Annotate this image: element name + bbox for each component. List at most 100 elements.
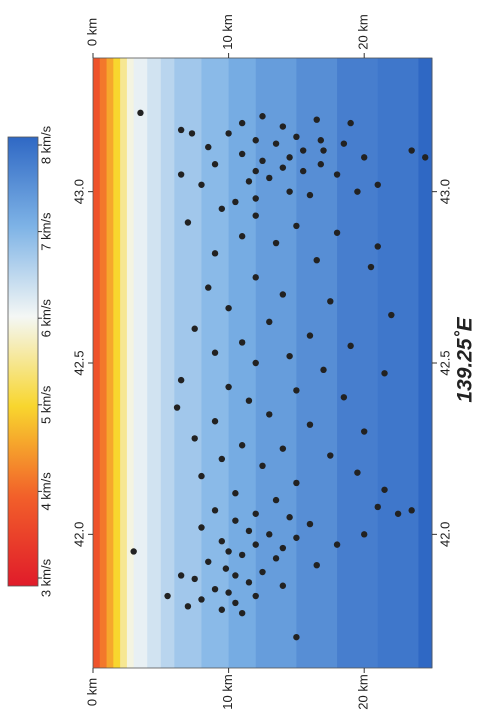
chart-title: 139.25˚E xyxy=(454,316,477,402)
hypocenter xyxy=(252,359,259,367)
hypocenter xyxy=(388,311,395,319)
hypocenter xyxy=(293,222,300,230)
hypocenter xyxy=(293,387,300,394)
velocity-band xyxy=(255,58,297,668)
hypocenter xyxy=(272,496,280,504)
hypocenter xyxy=(252,195,259,202)
hypocenter xyxy=(232,490,239,497)
hypocenter xyxy=(299,167,307,175)
velocity-band xyxy=(201,58,230,668)
hypocenter xyxy=(188,130,196,137)
velocity-band xyxy=(418,58,433,668)
hypocenter xyxy=(279,291,287,298)
hypocenter xyxy=(374,243,381,250)
hypocenter xyxy=(272,239,280,247)
hypocenter xyxy=(238,551,246,559)
hypocenter xyxy=(306,191,314,199)
hypocenter xyxy=(130,548,137,555)
hypocenter xyxy=(252,592,259,600)
hypocenter xyxy=(266,531,273,538)
hypocenter xyxy=(286,514,293,521)
hypocenter xyxy=(299,147,307,154)
colorbar-tick-label: 4 km/s xyxy=(38,472,53,511)
hypocenter xyxy=(232,198,239,206)
hypocenter xyxy=(313,256,320,264)
velocity-band xyxy=(377,58,419,668)
hypocenter xyxy=(238,233,246,240)
hypocenter xyxy=(205,143,212,151)
colorbar-tick-label: 5 km/s xyxy=(38,385,53,424)
hypocenter xyxy=(313,116,320,123)
hypocenter xyxy=(238,609,246,617)
hypocenter xyxy=(173,404,181,411)
hypocenter xyxy=(232,572,239,579)
velocity-band xyxy=(93,58,101,668)
hypocenter xyxy=(293,133,300,141)
lat-tick-label: 42.5 xyxy=(437,350,452,375)
depth-tick-label: 10 km xyxy=(220,674,235,709)
hypocenter xyxy=(211,250,219,257)
hypocenter xyxy=(252,167,259,175)
hypocenter xyxy=(218,606,226,613)
colorbar-tick-label: 6 km/s xyxy=(38,299,53,338)
hypocenter xyxy=(177,376,185,384)
hypocenter xyxy=(327,452,334,459)
hypocenter xyxy=(381,486,388,493)
hypocenter xyxy=(238,119,246,127)
hypocenter xyxy=(238,339,246,346)
lat-tick-label: 42.5 xyxy=(71,350,86,375)
depth-tick-label: 20 km xyxy=(356,674,371,709)
hypocenter xyxy=(279,123,287,130)
hypocenter xyxy=(286,154,293,161)
hypocenter xyxy=(272,140,280,147)
hypocenter xyxy=(225,548,232,555)
colorbar-tick-label: 7 km/s xyxy=(38,212,53,251)
hypocenter xyxy=(198,524,205,531)
hypocenter xyxy=(279,582,287,589)
hypocenter xyxy=(225,589,232,596)
hypocenter xyxy=(340,140,348,147)
hypocenter xyxy=(279,445,287,452)
hypocenter xyxy=(245,397,253,404)
hypocenter xyxy=(252,137,259,144)
velocity-band xyxy=(174,58,202,668)
hypocenter xyxy=(225,130,232,137)
velocity-band xyxy=(113,58,121,668)
hypocenter xyxy=(259,568,266,576)
depth-tick-label: 10 km xyxy=(220,14,235,49)
hypocenter xyxy=(272,555,280,562)
velocity-band xyxy=(337,58,379,668)
hypocenter xyxy=(306,421,314,428)
hypocenter xyxy=(211,349,219,356)
hypocenter xyxy=(293,479,300,487)
hypocenter xyxy=(361,428,368,435)
hypocenter xyxy=(232,599,239,607)
hypocenter xyxy=(333,171,341,178)
velocity-band xyxy=(106,58,114,668)
hypocenter xyxy=(252,510,259,517)
hypocenter xyxy=(317,161,325,168)
hypocenter xyxy=(327,298,334,305)
hypocenter xyxy=(205,558,212,565)
hypocenter xyxy=(218,538,226,545)
hypocenter xyxy=(354,188,361,195)
depth-tick-label: 0 km xyxy=(84,18,99,46)
depth-tick-label: 20 km xyxy=(356,14,371,49)
hypocenter xyxy=(211,585,219,593)
colorbar xyxy=(7,136,39,587)
hypocenter xyxy=(225,304,232,312)
hypocenter xyxy=(293,534,300,541)
hypocenter xyxy=(222,565,230,572)
hypocenter xyxy=(238,442,246,449)
hypocenter xyxy=(320,147,327,154)
hypocenter xyxy=(164,592,171,600)
hypocenter xyxy=(333,229,341,236)
hypocenter xyxy=(306,520,314,528)
velocity-band xyxy=(160,58,175,668)
hypocenter xyxy=(347,342,354,350)
lat-tick-label: 43.0 xyxy=(437,179,452,204)
hypocenter xyxy=(333,541,341,548)
hypocenter xyxy=(238,150,246,158)
hypocenter xyxy=(408,147,415,154)
